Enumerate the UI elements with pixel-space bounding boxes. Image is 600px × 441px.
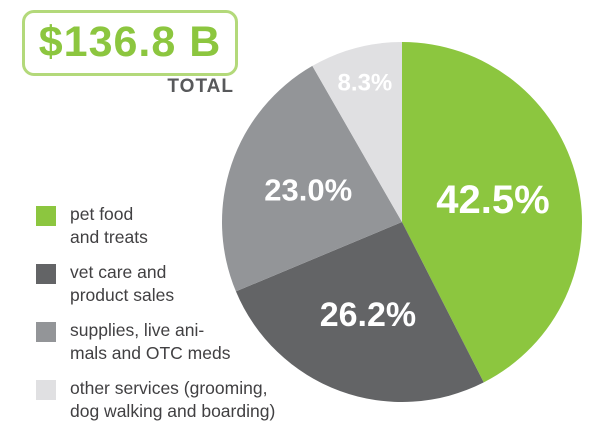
legend-item-supplies: supplies, live ani- mals and OTC meds — [36, 319, 326, 377]
slice-label-pet-food: 42.5% — [436, 178, 549, 222]
slice-label-other-services: 8.3% — [338, 69, 393, 96]
legend-label: pet food and treats — [70, 204, 148, 247]
legend-swatch — [36, 322, 56, 342]
legend-swatch — [36, 264, 56, 284]
legend: pet food and treats vet care and product… — [36, 203, 326, 435]
legend-swatch — [36, 206, 56, 226]
slice-label-vet-care: 26.2% — [320, 296, 416, 334]
legend-item-pet-food: pet food and treats — [36, 203, 326, 261]
pie-slice-other-services — [312, 42, 402, 222]
total-frame — [22, 10, 238, 76]
pie-slice-labels: 42.5% 26.2% 23.0% 8.3% — [264, 69, 549, 334]
total-label: TOTAL — [163, 76, 238, 98]
legend-label: vet care and product sales — [70, 262, 175, 305]
pie-slice-supplies — [222, 65, 402, 292]
slice-label-supplies: 23.0% — [264, 173, 352, 208]
legend-label: other services (grooming, dog walking an… — [70, 378, 276, 421]
legend-swatch — [36, 380, 56, 400]
pie-slice-vet-care — [235, 222, 484, 403]
legend-item-other-services: other services (grooming, dog walking an… — [36, 377, 326, 435]
legend-label: supplies, live ani- mals and OTC meds — [70, 320, 231, 363]
total-callout: $136.8 B TOTAL — [22, 10, 244, 98]
legend-item-vet-care: vet care and product sales — [36, 261, 326, 319]
pie-slices — [222, 42, 582, 403]
pie-slice-pet-food — [402, 42, 582, 383]
total-value: $136.8 B — [38, 18, 222, 66]
